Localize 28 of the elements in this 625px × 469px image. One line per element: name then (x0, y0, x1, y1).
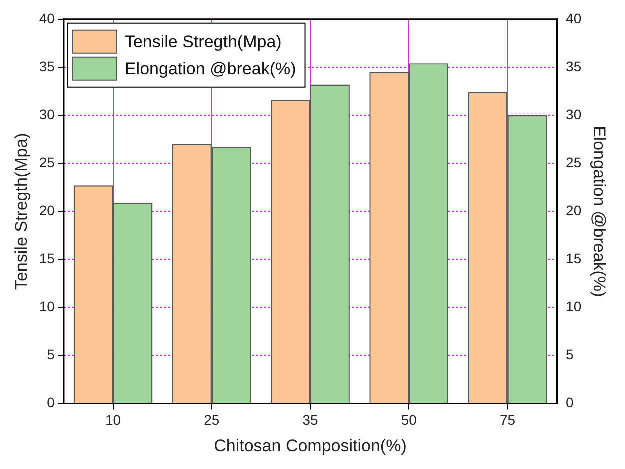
x-tick-label: 10 (105, 412, 122, 428)
x-tick-label: 25 (204, 412, 220, 428)
y-tick-label: 15 (39, 250, 56, 267)
y2-tick-label: 40 (566, 10, 582, 26)
y2-tick-label: 10 (566, 298, 582, 315)
y-tick-label: 35 (39, 58, 56, 74)
y2-tick-label: 5 (566, 346, 574, 363)
x-tick-label: 75 (500, 412, 516, 428)
y-tick-label: 30 (39, 106, 56, 122)
y-tick-label: 40 (39, 10, 56, 26)
x-tick-label: 35 (302, 412, 318, 428)
legend-label: Elongation @break(%) (124, 60, 296, 79)
y-tick-label: 10 (39, 298, 56, 315)
x-tick-label: 50 (401, 412, 418, 428)
y-axis-title: Tensile Stregth(Mpa) (12, 133, 31, 290)
y-tick-label: 5 (47, 346, 56, 363)
legend-label: Tensile Stregth(Mpa) (124, 32, 282, 52)
y-tick-label: 20 (39, 202, 56, 218)
y-tick-label: 25 (39, 154, 56, 170)
y2-axis-title: Elongation @break(%) (590, 126, 610, 298)
y2-tick-label: 15 (566, 250, 582, 267)
x-axis-title: Chitosan Composition(%) (214, 436, 407, 456)
y-tick-label: 0 (47, 394, 56, 411)
y2-tick-label: 25 (566, 154, 582, 170)
y2-tick-label: 0 (566, 394, 574, 411)
y2-tick-label: 20 (566, 202, 582, 218)
y2-tick-label: 30 (566, 106, 582, 122)
y2-tick-label: 35 (566, 58, 582, 74)
